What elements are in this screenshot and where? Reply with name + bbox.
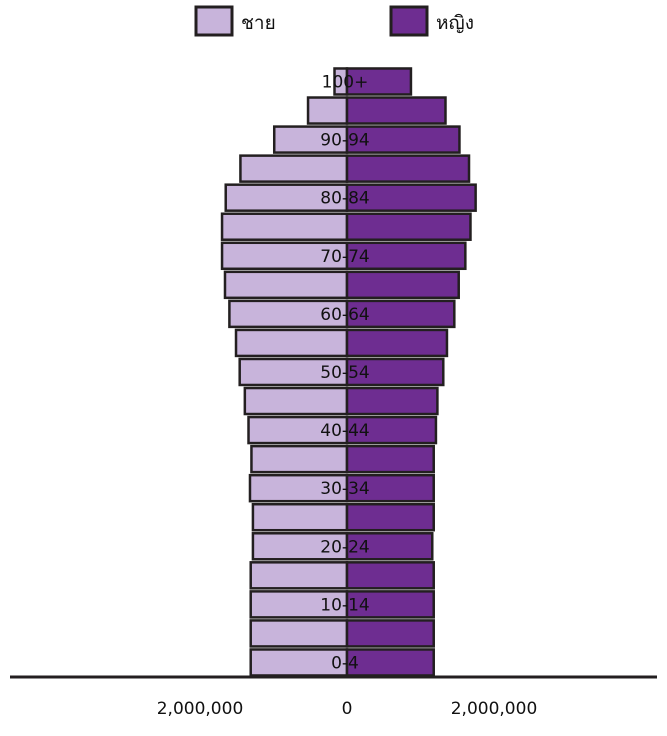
bar-female-15-19 [345, 561, 435, 590]
age-label-40-44: 40-44 [320, 421, 369, 441]
bar-male-15-19 [249, 561, 349, 590]
bar-male-5-9 [249, 619, 349, 648]
x-axis: 2,000,000 0 2,000,000 [10, 675, 657, 719]
bar-female-100+ [345, 67, 413, 96]
bar-male-90-94 [272, 125, 349, 154]
bar-male-25-29 [251, 502, 349, 532]
bar-male-80-84 [224, 183, 349, 212]
bar-female-20-24 [345, 532, 434, 561]
age-label-10-14: 10-14 [320, 595, 369, 615]
age-label-30-34: 30-34 [320, 479, 369, 499]
bar-male-65-69 [223, 270, 349, 300]
bar-female-80-84 [345, 183, 477, 212]
male-bars [220, 67, 349, 677]
bar-male-75-79 [220, 212, 349, 241]
x-tick-label: 2,000,000 [157, 699, 244, 719]
bar-male-0-4 [249, 648, 349, 677]
age-label-0-4: 0-4 [331, 653, 359, 673]
bar-female-85-89 [345, 154, 471, 183]
legend-label-male: ชาย [241, 12, 276, 34]
bar-male-45-49 [243, 386, 349, 416]
bar-female-75-79 [345, 212, 472, 241]
age-label-100+: 100+ [322, 72, 369, 92]
bar-female-30-34 [345, 473, 435, 503]
bar-female-5-9 [345, 619, 435, 648]
age-label-90-94: 90-94 [320, 131, 369, 151]
x-tick-label: 2,000,000 [451, 699, 538, 719]
bar-female-70-74 [345, 241, 467, 271]
bar-female-60-64 [345, 299, 456, 329]
bar-female-10-14 [345, 590, 435, 619]
bar-male-10-14 [249, 590, 349, 619]
bar-female-40-44 [345, 415, 438, 445]
legend-label-female: หญิง [436, 12, 474, 34]
bar-female-90-94 [345, 125, 461, 154]
bar-male-35-39 [250, 444, 349, 474]
bar-female-55-59 [345, 328, 449, 358]
female-bars [345, 67, 477, 677]
age-label-60-64: 60-64 [320, 305, 369, 325]
bar-male-40-44 [247, 415, 349, 445]
legend: ชาย หญิง [194, 5, 474, 37]
bar-female-0-4 [345, 648, 435, 677]
legend-swatch-male [194, 5, 234, 37]
bar-female-25-29 [345, 502, 435, 532]
bar-female-50-54 [345, 357, 445, 387]
age-labels: 0-4 10-14 20-24 30-34 40-44 50-54 60-64 70-74 80… [320, 72, 369, 673]
age-label-50-54: 50-54 [320, 363, 369, 383]
age-label-80-84: 80-84 [320, 189, 369, 209]
bar-male-85-89 [239, 154, 349, 183]
bar-male-95-99 [306, 96, 349, 125]
bar-male-20-24 [251, 532, 349, 561]
bar-female-65-69 [345, 270, 460, 300]
age-label-70-74: 70-74 [320, 247, 369, 267]
bar-female-45-49 [345, 386, 439, 416]
legend-swatch-female [389, 5, 429, 37]
bar-female-95-99 [345, 96, 447, 125]
bar-female-35-39 [345, 444, 435, 474]
age-label-20-24: 20-24 [320, 537, 369, 557]
x-tick-label: 0 [342, 699, 353, 719]
bar-male-55-59 [234, 328, 349, 358]
bar-male-30-34 [248, 473, 349, 503]
